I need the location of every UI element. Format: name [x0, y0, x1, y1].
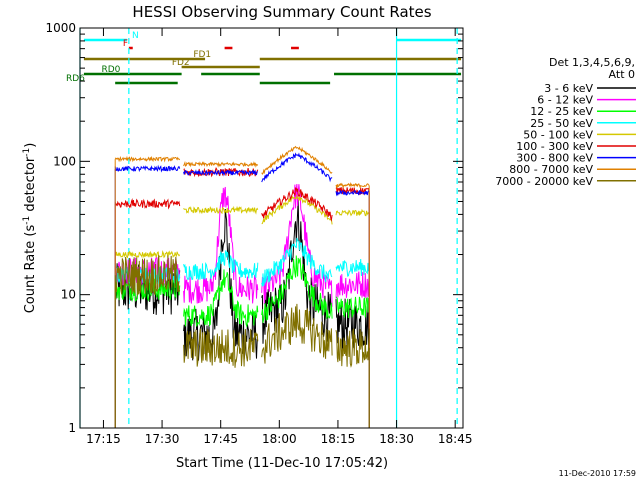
- flag-rd6-label: RD6: [66, 74, 85, 84]
- series-line-6: [114, 152, 370, 428]
- axes: 17:15 17:30 17:45 18:00 18:15 18:30 18:45 1 10 10…: [45, 21, 472, 446]
- series-line-7: [114, 145, 370, 428]
- series-line-8: [114, 255, 370, 428]
- flag-f-label: F: [123, 39, 128, 49]
- series-line-2: [114, 255, 370, 428]
- x-axis-label: Start Time (11-Dec-10 17:05:42): [176, 456, 388, 471]
- legend-label-8: 7000 - 20000 keV: [495, 175, 593, 188]
- legend-label-1: 6 - 12 keV: [537, 94, 593, 107]
- y-axis-label-sup1: -1: [22, 216, 32, 225]
- legend-label-4: 50 - 100 keV: [523, 128, 593, 141]
- legend-header-1: Det 1,3,4,5,6,9,: [549, 56, 635, 69]
- legend-label-3: 25 - 50 keV: [530, 117, 593, 130]
- x-tick-label-0: 17:15: [86, 432, 121, 446]
- legend-header-2: Att 0: [609, 68, 635, 81]
- chart-title: HESSI Observing Summary Count Rates: [132, 3, 431, 21]
- y-axis-label: Count Rate (s-1 detector-1): [22, 143, 38, 314]
- plot-frame: [79, 27, 464, 429]
- flag-fd2-label: FD2: [172, 58, 190, 68]
- y-tick-label-3: 1000: [45, 21, 76, 35]
- flag-fd1-label: FD1: [193, 50, 211, 60]
- legend-label-6: 300 - 800 keV: [516, 152, 593, 165]
- x-tick-label-6: 18:45: [438, 432, 473, 446]
- y-axis-label-sup2: -1: [22, 148, 32, 157]
- legend-label-5: 100 - 300 keV: [516, 140, 593, 153]
- legend-label-7: 800 - 7000 keV: [509, 163, 593, 176]
- y-axis-label-end: ): [23, 143, 38, 148]
- y-tick-label-0: 1: [68, 421, 76, 435]
- x-tick-label-5: 18:30: [379, 432, 414, 446]
- footer-timestamp: 11-Dec-2010 17:59: [559, 469, 636, 478]
- series-line-5: [114, 166, 370, 428]
- y-tick-label-2: 100: [53, 154, 76, 168]
- x-tick-label-1: 17:30: [145, 432, 180, 446]
- x-tick-label-4: 18:15: [321, 432, 356, 446]
- series-line-4: [114, 194, 370, 428]
- flag-rd0-label: RD0: [101, 65, 120, 75]
- y-tick-label-1: 10: [61, 288, 76, 302]
- legend-label-2: 12 - 25 keV: [530, 105, 593, 118]
- flag-n-label: N: [132, 31, 139, 41]
- y-axis-label-main: Count Rate (s: [23, 225, 38, 314]
- x-tick-label-3: 18:00: [262, 432, 297, 446]
- time-markers: [79, 28, 458, 428]
- x-tick-label-2: 17:45: [203, 432, 238, 446]
- y-axis-label-mid: detector: [23, 156, 38, 216]
- series-lines: [114, 145, 370, 428]
- legend-label-0: 3 - 6 keV: [544, 82, 593, 95]
